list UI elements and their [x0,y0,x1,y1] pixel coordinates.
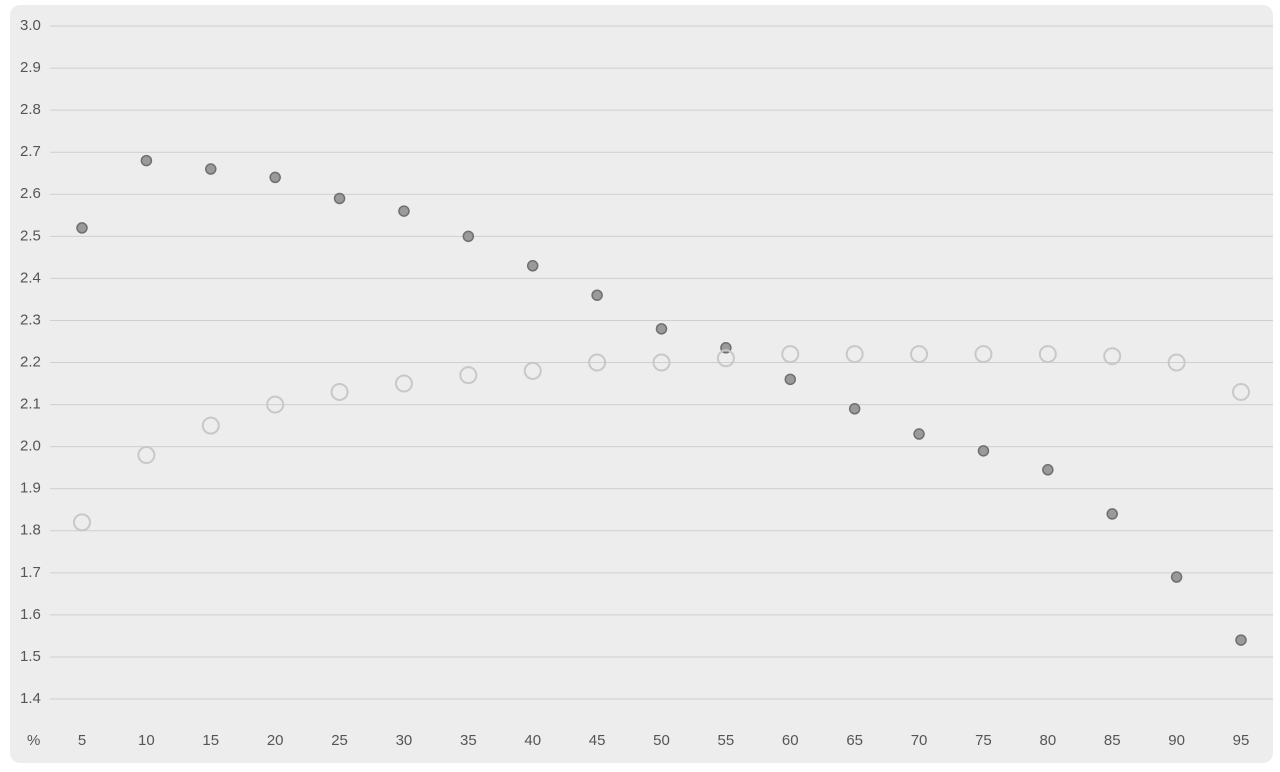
y-tick-label: 2.5 [20,227,41,244]
x-tick-label: 75 [975,732,992,749]
y-tick-label: 2.4 [20,269,41,286]
y-tick-label: 2.0 [20,438,41,455]
y-tick-label: 2.8 [20,101,41,118]
x-tick-label: 70 [911,732,928,749]
x-axis-label: % [27,732,40,749]
y-tick-label: 2.1 [20,396,41,413]
y-tick-label: 2.7 [20,143,41,160]
point [1038,345,1057,364]
point [977,445,990,457]
x-tick-label: 95 [1233,732,1250,749]
point [910,345,929,364]
point [591,289,603,301]
point [845,345,864,364]
x-tick-label: 45 [589,732,606,749]
point [205,163,217,175]
point [1167,353,1186,372]
x-tick-label: 80 [1039,732,1056,749]
point [1042,464,1054,476]
x-tick-label: 85 [1104,732,1121,749]
x-tick-label: 35 [460,732,477,749]
point [269,171,281,184]
point [333,192,346,205]
point [784,373,797,386]
y-tick-label: 1.6 [20,606,41,623]
y-tick-label: 2.6 [20,185,41,202]
y-tick-label: 1.9 [20,480,41,497]
point [848,403,861,415]
x-tick-label: 5 [78,732,86,749]
point [1235,634,1247,646]
x-tick-label: 40 [524,732,541,749]
point [201,416,220,435]
x-tick-label: 90 [1168,732,1185,749]
point [398,205,410,217]
x-tick-label: 60 [782,732,799,749]
point [76,222,88,234]
point [1170,571,1183,583]
point [716,349,735,368]
x-tick-label: 10 [138,732,155,749]
point [394,374,413,393]
x-tick-label: 65 [846,732,863,749]
point [73,513,91,532]
x-tick-label: 30 [396,732,413,749]
y-tick-label: 3.0 [20,17,41,34]
point [523,361,542,380]
point [1103,347,1122,366]
point [462,230,475,243]
y-tick-label: 1.7 [20,564,41,581]
point [140,154,153,167]
y-tick-label: 2.9 [20,59,41,76]
x-tick-label: 50 [653,732,670,749]
y-tick-label: 2.3 [20,311,41,328]
point [526,260,539,272]
x-tick-label: 15 [202,732,219,749]
x-tick-label: 55 [718,732,735,749]
point [137,446,156,465]
point [655,323,668,335]
point [974,345,993,364]
y-tick-label: 2.2 [20,353,41,370]
point [1106,508,1118,520]
point [330,382,349,401]
x-tick-label: 20 [267,732,284,749]
point [652,353,671,372]
y-tick-label: 1.4 [20,690,41,707]
y-tick-label: 1.8 [20,522,41,539]
x-tick-label: 25 [331,732,348,749]
point [913,428,925,440]
point [459,366,478,385]
point [266,395,285,414]
chart-panel [10,5,1273,763]
point [781,345,800,364]
y-tick-label: 1.5 [20,648,41,665]
point [588,353,607,372]
point [1232,382,1250,401]
